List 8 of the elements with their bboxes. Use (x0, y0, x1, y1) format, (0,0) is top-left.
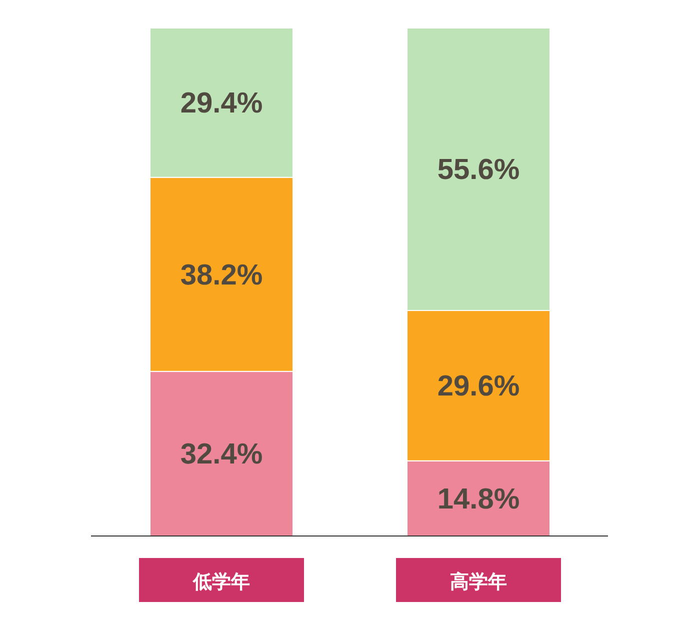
data-label: 29.6% (437, 370, 520, 403)
data-label: 38.2% (180, 259, 263, 292)
data-label: 29.4% (180, 88, 263, 120)
x-tick-label: 低学年 (192, 571, 250, 593)
x-tick-label: 高学年 (450, 571, 507, 593)
data-label: 14.8% (437, 483, 520, 516)
data-label: 32.4% (180, 438, 263, 471)
data-label: 55.6% (437, 154, 520, 186)
